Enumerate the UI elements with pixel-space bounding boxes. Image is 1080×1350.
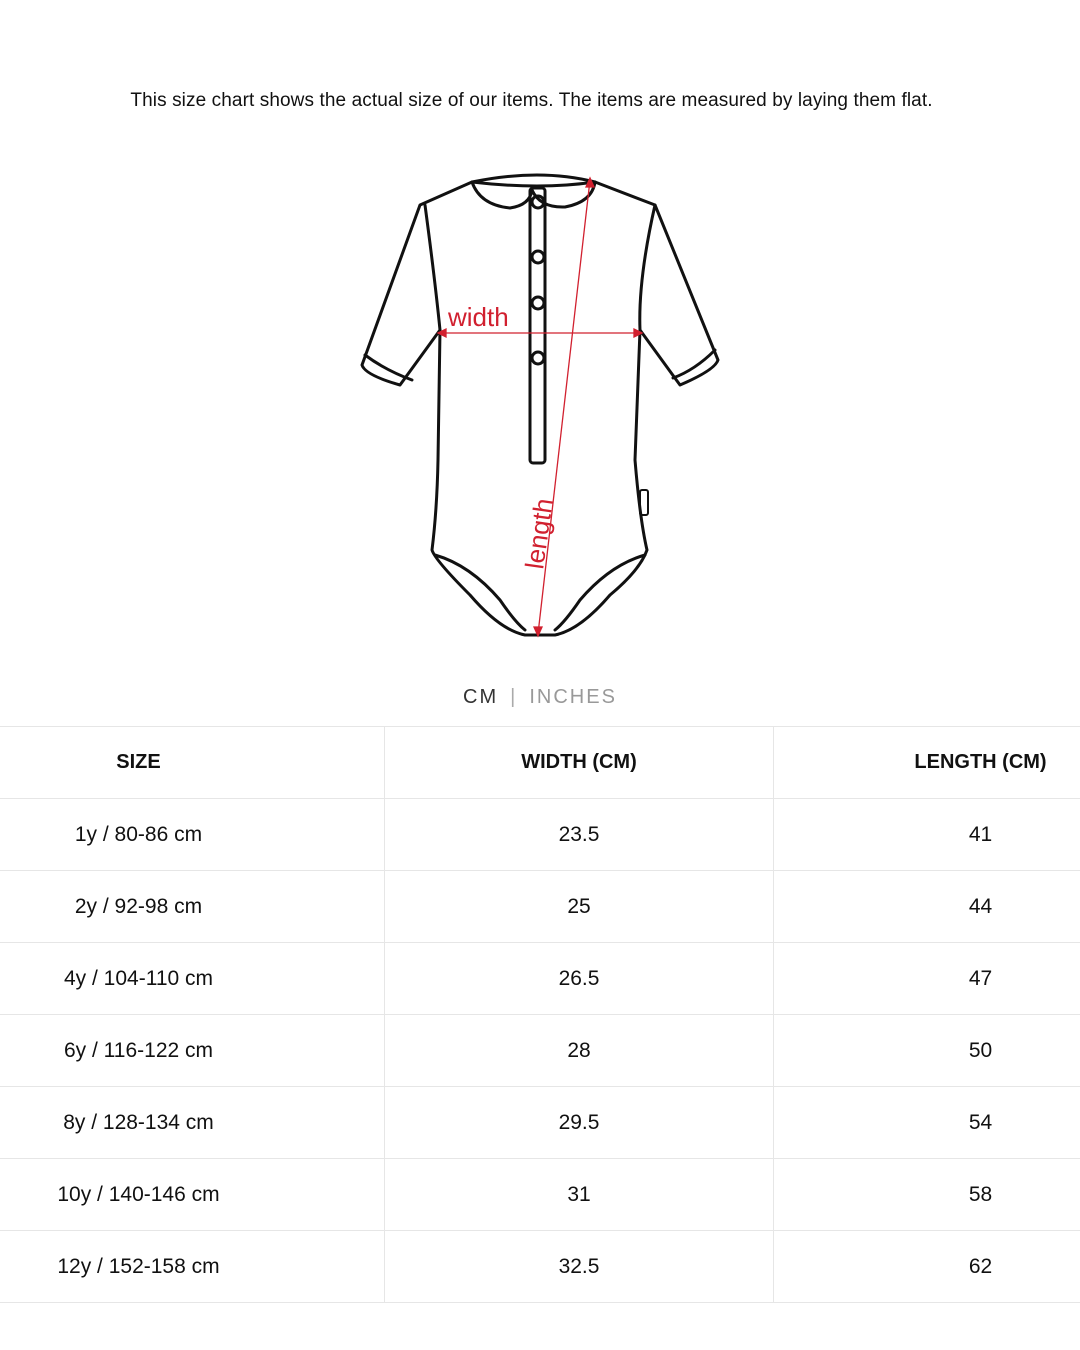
width-cell: 25 [384,871,773,942]
size-cell: 1y / 80-86 cm [74,823,203,846]
table-row: 8y / 128-134 cm 29.5 54 [0,1086,1080,1158]
length-cell: 50 [773,1015,1080,1086]
header-width: WIDTH (CM) [384,727,773,798]
width-cell: 31 [384,1159,773,1230]
table-body: 1y / 80-86 cm 23.5 41 2y / 92-98 cm 25 44 4y /… [0,798,1080,1303]
width-cell: 32.5 [384,1231,773,1302]
size-cell: 6y / 116-122 cm [63,1039,214,1062]
length-cell: 44 [773,871,1080,942]
length-label: length [519,497,559,571]
size-cell: 12y / 152-158 cm [57,1255,220,1278]
length-cell: 47 [773,943,1080,1014]
table-header: SIZE WIDTH (CM) LENGTH (CM) [0,726,1080,798]
unit-inches-option[interactable]: INCHES [529,686,617,708]
intro-text: This size chart shows the actual size of… [130,90,933,111]
size-cell: 8y / 128-134 cm [63,1111,214,1134]
size-table: SIZE WIDTH (CM) LENGTH (CM) 1y / 80-86 c… [0,726,1080,1303]
size-cell: 4y / 104-110 cm [63,967,214,990]
header-length: LENGTH (CM) [773,727,1080,798]
unit-cm-option[interactable]: CM [463,686,499,708]
header-size: SIZE [116,751,161,773]
length-cell: 41 [773,799,1080,870]
width-cell: 26.5 [384,943,773,1014]
table-row: 2y / 92-98 cm 25 44 [0,870,1080,942]
length-cell: 54 [773,1087,1080,1158]
width-cell: 28 [384,1015,773,1086]
length-cell: 58 [773,1159,1080,1230]
table-row: 12y / 152-158 cm 32.5 62 [0,1230,1080,1303]
width-label: width [447,302,509,332]
table-row: 1y / 80-86 cm 23.5 41 [0,798,1080,870]
width-cell: 23.5 [384,799,773,870]
size-cell: 2y / 92-98 cm [74,895,203,918]
length-cell: 62 [773,1231,1080,1302]
table-row: 10y / 140-146 cm 31 58 [0,1158,1080,1230]
width-cell: 29.5 [384,1087,773,1158]
unit-toggle: CM | INCHES [0,686,1080,709]
size-cell: 10y / 140-146 cm [57,1183,220,1206]
unit-separator: | [510,686,518,708]
table-row: 6y / 116-122 cm 28 50 [0,1014,1080,1086]
bodysuit-diagram: width length [360,173,720,638]
table-row: 4y / 104-110 cm 26.5 47 [0,942,1080,1014]
